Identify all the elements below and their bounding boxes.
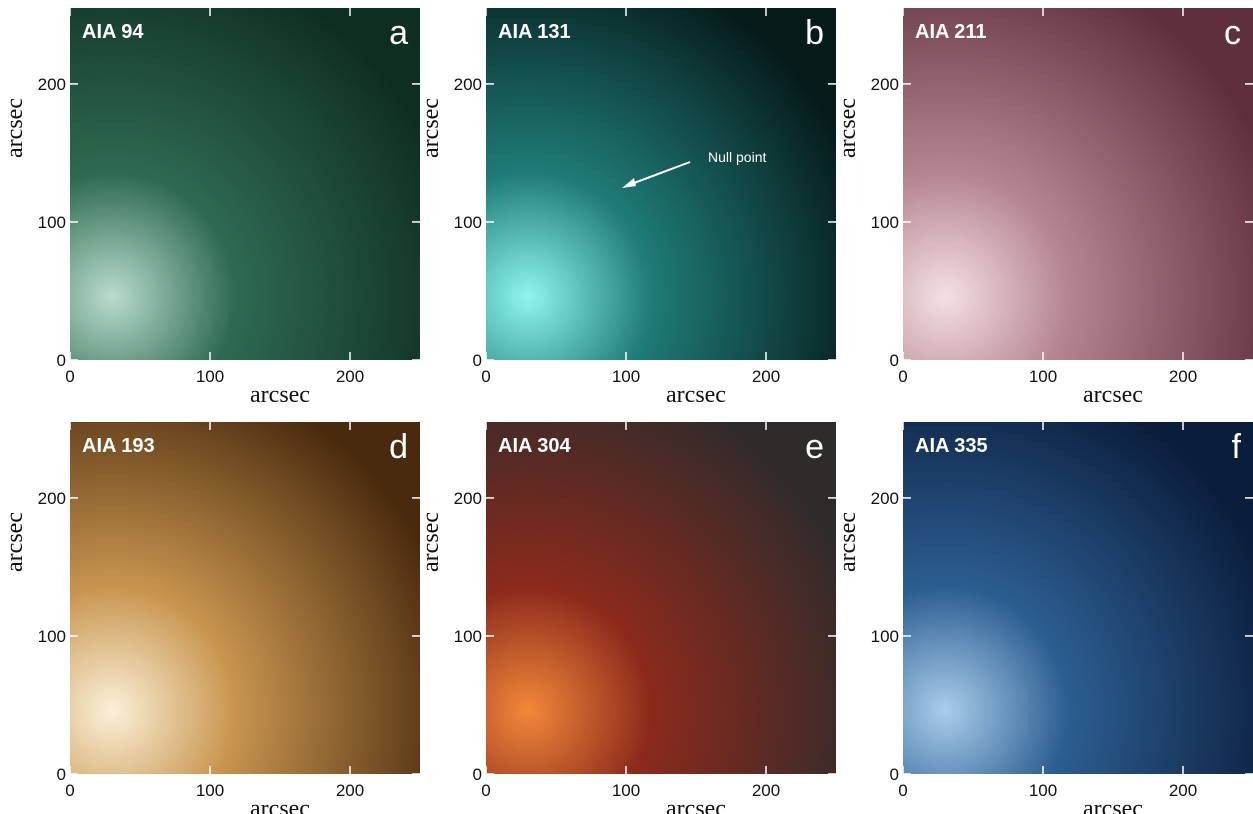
solar-image xyxy=(486,8,836,360)
panel-letter: d xyxy=(389,428,408,466)
x-tick-label: 0 xyxy=(65,367,74,386)
y-tick-label: 0 xyxy=(57,351,66,370)
y-tick-label: 200 xyxy=(871,489,899,508)
x-tick-label: 100 xyxy=(1029,781,1057,800)
panel-title: AIA 304 xyxy=(498,435,572,457)
panel-title: AIA 211 xyxy=(915,21,987,43)
panel-letter: e xyxy=(805,428,824,466)
panel: 0 100 200 0 100 200 arcsec arcsec AIA 131 b Null p… xyxy=(418,8,836,408)
y-tick-label: 100 xyxy=(454,627,482,646)
y-tick-label: 200 xyxy=(871,75,899,94)
x-axis-label: arcsec xyxy=(250,382,310,408)
x-axis-label: arcsec xyxy=(1083,382,1143,408)
x-tick-label: 100 xyxy=(196,367,224,386)
figure: 0 100 200 0 100 200 arcsec arcsec AIA 94 a 0 100 200… xyxy=(0,0,1253,814)
y-tick-label: 0 xyxy=(473,351,482,370)
solar-image xyxy=(903,422,1253,774)
solar-image xyxy=(903,8,1253,360)
x-axis-label: arcsec xyxy=(250,796,310,814)
x-axis-label: arcsec xyxy=(666,796,726,814)
y-tick-label: 100 xyxy=(38,627,66,646)
solar-image xyxy=(70,422,420,774)
y-tick-label: 100 xyxy=(871,627,899,646)
y-tick-label: 0 xyxy=(890,765,899,784)
panel-title: AIA 335 xyxy=(915,435,988,457)
panel: 0 100 200 0 100 200 arcsec arcsec AIA 94 a xyxy=(2,8,420,408)
x-tick-label: 200 xyxy=(336,367,364,386)
y-axis-label: arcsec xyxy=(418,98,444,158)
x-tick-label: 0 xyxy=(898,367,907,386)
x-tick-label: 100 xyxy=(612,781,640,800)
x-tick-label: 200 xyxy=(336,781,364,800)
y-axis-label: arcsec xyxy=(835,512,861,572)
y-axis-label: arcsec xyxy=(2,512,28,572)
x-tick-label: 0 xyxy=(65,781,74,800)
x-tick-label: 0 xyxy=(481,367,490,386)
panel: 0 100 200 0 100 200 arcsec arcsec AIA 193 d xyxy=(2,422,420,814)
y-tick-label: 200 xyxy=(454,489,482,508)
page: {"panels": [ {"title": "AIA 94", "letter… xyxy=(0,0,1253,814)
y-tick-label: 200 xyxy=(38,489,66,508)
panel-letter: c xyxy=(1224,14,1241,52)
y-tick-label: 0 xyxy=(57,765,66,784)
y-axis-label: arcsec xyxy=(2,98,28,158)
solar-image xyxy=(70,8,420,360)
x-tick-label: 100 xyxy=(196,781,224,800)
y-tick-label: 200 xyxy=(454,75,482,94)
x-axis-label: arcsec xyxy=(666,382,726,408)
panel-title: AIA 131 xyxy=(498,21,571,43)
y-tick-label: 100 xyxy=(871,213,899,232)
panel-title: AIA 193 xyxy=(82,435,155,457)
x-tick-label: 200 xyxy=(752,367,780,386)
panel: 0 100 200 0 100 200 arcsec arcsec AIA 304 e xyxy=(418,422,836,814)
y-axis-label: arcsec xyxy=(835,98,861,158)
panel-letter: b xyxy=(805,14,824,52)
y-tick-label: 100 xyxy=(38,213,66,232)
panel-letter: f xyxy=(1232,428,1242,466)
annotation: Null point xyxy=(708,149,766,165)
y-tick-label: 0 xyxy=(890,351,899,370)
x-tick-label: 0 xyxy=(481,781,490,800)
x-tick-label: 200 xyxy=(752,781,780,800)
y-tick-label: 100 xyxy=(454,213,482,232)
y-tick-label: 0 xyxy=(473,765,482,784)
x-tick-label: 0 xyxy=(898,781,907,800)
x-tick-label: 100 xyxy=(1029,367,1057,386)
x-tick-label: 200 xyxy=(1169,367,1197,386)
panel-letter: a xyxy=(389,14,408,52)
x-tick-label: 100 xyxy=(612,367,640,386)
panel-title: AIA 94 xyxy=(82,21,144,43)
y-axis-label: arcsec xyxy=(418,512,444,572)
panel: 0 100 200 0 100 200 arcsec arcsec AIA 335 f xyxy=(835,422,1253,814)
x-axis-label: arcsec xyxy=(1083,796,1143,814)
x-tick-label: 200 xyxy=(1169,781,1197,800)
y-tick-label: 200 xyxy=(38,75,66,94)
solar-image xyxy=(486,422,836,774)
panel: 0 100 200 0 100 200 arcsec arcsec AIA 211 c xyxy=(835,8,1253,408)
